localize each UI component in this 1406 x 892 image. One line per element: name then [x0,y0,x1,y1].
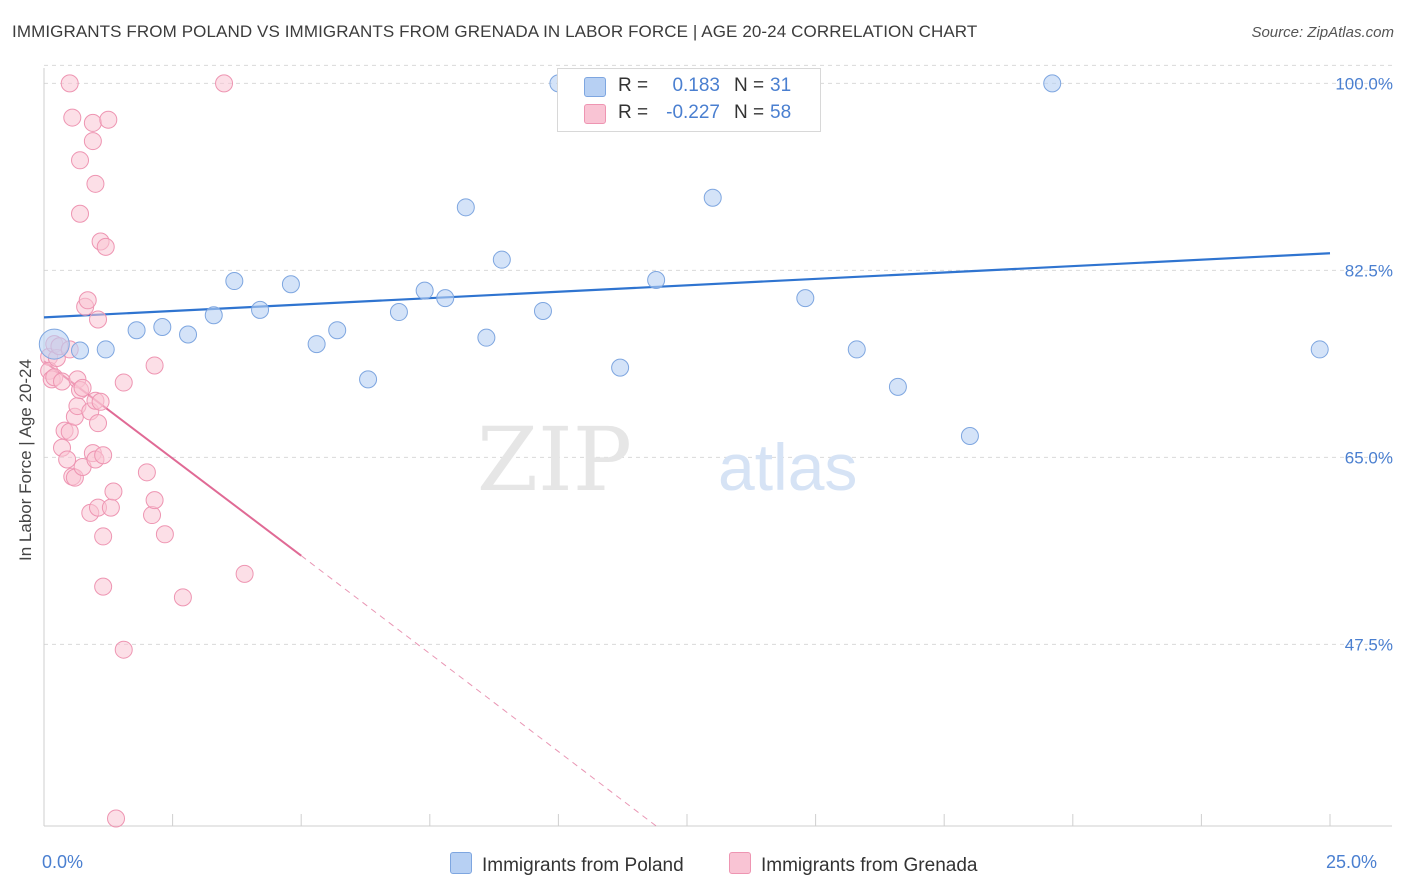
poland-point [153,317,172,336]
y-tick-labels: 47.5% 65.0% 82.5% 100.0% [1335,74,1393,654]
poland-point [533,301,552,320]
poland-point [647,270,666,289]
legend-n-label: N = [734,102,765,123]
legend-row-poland: R = 0.183 N = 31 [558,74,820,100]
y-tick-label: 47.5% [1345,635,1393,654]
grenada-point [96,237,115,256]
poland-legend-swatch [450,852,472,874]
poland-legend-label: Immigrants from Poland [482,855,684,876]
grenada-point [86,174,105,193]
grenada-point [83,113,102,132]
y-tick-label: 82.5% [1345,261,1393,280]
poland-point [71,341,90,360]
poland-point [359,370,378,389]
grenada-swatch [584,104,606,124]
watermark: ZIP atlas [477,408,858,511]
poland-point [796,289,815,308]
poland-point [611,358,630,377]
grenada-point [99,110,118,129]
grenada-point [94,527,113,546]
poland-point [436,289,455,308]
legend-r-label: R = [618,75,649,96]
poland-point [251,300,270,319]
grenada-point [89,414,108,433]
stats-legend: R = 0.183 N = 31 R = -0.227 N = 58 [557,68,821,132]
y-tick-label: 65.0% [1345,448,1393,467]
axes [43,68,1392,827]
poland-point [328,321,347,340]
poland-point [389,303,408,322]
poland-point [281,275,300,294]
grenada-point [63,108,82,127]
grenada-point [94,446,113,465]
grenada-point [137,463,156,482]
watermark-atlas: atlas [718,430,857,504]
watermark-zip: ZIP [477,408,632,511]
x-axis-max-label: 25.0% [1326,852,1378,872]
grenada-point [173,588,192,607]
poland-point [96,340,115,359]
legend-row-grenada: R = -0.227 N = 58 [558,101,820,127]
data-points [38,74,1329,828]
poland-point [456,198,475,217]
grenada-point [91,392,110,411]
grenada-trend-extension [300,555,657,827]
grid-lines [44,64,1392,645]
poland-point [1043,74,1062,93]
bottom-legend-grenada: Immigrants from Grenada [729,852,977,877]
grenada-point [78,291,97,310]
grenada-point [145,356,164,375]
chart-title: IMMIGRANTS FROM POLAND VS IMMIGRANTS FRO… [12,22,978,41]
poland-point [477,328,496,347]
grenada-point [60,422,79,441]
grenada-point [107,809,126,828]
grenada-legend-label: Immigrants from Grenada [761,855,978,876]
poland-point [888,377,907,396]
grenada-point [143,506,162,525]
grenada-point [114,373,133,392]
grenada-point [155,525,174,544]
poland-point [204,306,223,325]
poland-point [127,321,146,340]
poland-point [225,272,244,291]
legend-n-label: N = [734,75,765,96]
grenada-point [104,482,123,501]
grenada-point [235,564,254,583]
grenada-point [60,74,79,93]
grenada-point [71,151,90,170]
grenada-point [58,450,77,469]
poland-point [703,188,722,207]
legend-r-value: -0.227 [666,102,720,123]
grenada-point [114,640,133,659]
x-axis-min-label: 0.0% [42,852,84,872]
poland-point [1310,340,1329,359]
poland-swatch [584,77,606,97]
grenada-point [94,577,113,596]
bottom-legend-poland: Immigrants from Poland [450,852,684,877]
legend-n-value: 58 [770,102,792,123]
poland-point [960,426,979,445]
poland-point [492,250,511,269]
poland-point [415,281,434,300]
grenada-point [215,74,234,93]
grenada-point [89,310,108,329]
grenada-point [83,132,102,151]
grenada-point [101,498,120,517]
poland-point [179,325,198,344]
grenada-point [53,372,72,391]
y-tick-label: 100.0% [1335,74,1393,93]
poland-point [38,328,70,360]
poland-point [307,335,326,354]
grenada-point [73,378,92,397]
legend-r-value: 0.183 [672,75,720,96]
legend-n-value: 31 [770,75,792,96]
grenada-point [145,491,164,510]
trend-lines [43,252,1331,827]
poland-point [847,340,866,359]
legend-r-label: R = [618,102,649,123]
grenada-legend-swatch [729,852,751,874]
grenada-point [71,204,90,223]
source-credit: Source: ZipAtlas.com [1251,24,1394,41]
